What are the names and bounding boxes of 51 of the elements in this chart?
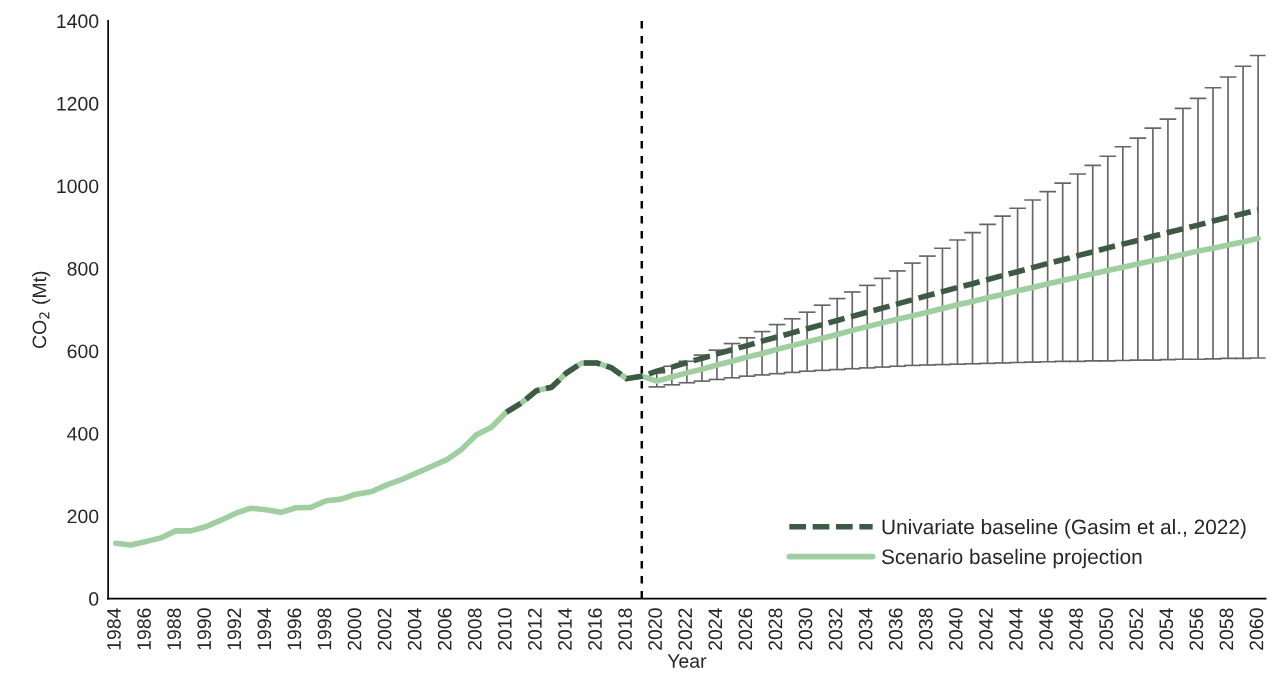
x-tick-label: 2028 — [768, 608, 783, 650]
x-tick-label: 2058 — [1219, 608, 1234, 650]
x-tick-label: 2032 — [828, 608, 843, 650]
x-tick-label: 2036 — [888, 608, 903, 650]
x-tick-label: 1992 — [227, 608, 242, 650]
x-tick-label: 2050 — [1099, 608, 1114, 650]
legend-label: Univariate baseline (Gasim et al., 2022) — [882, 519, 1246, 539]
x-tick-label: 1994 — [257, 608, 272, 650]
x-tick-label: 2048 — [1069, 608, 1083, 650]
y-tick-label: 0 — [89, 592, 99, 606]
x-tick-label: 2008 — [467, 608, 482, 650]
x-tick-label: 2046 — [1039, 608, 1053, 650]
x-tick-label: 2030 — [798, 608, 813, 650]
x-tick-label: 2022 — [678, 608, 693, 650]
x-tick-label: 2026 — [738, 608, 753, 650]
x-tick-label: 2002 — [377, 608, 392, 650]
x-tick-label: 2054 — [1159, 608, 1174, 650]
y-tick-label: 800 — [67, 261, 99, 276]
y-tick-label: 400 — [67, 426, 99, 441]
x-tick-label: 2040 — [948, 608, 963, 650]
x-tick-label: 2014 — [558, 608, 572, 650]
x-tick-label: 2056 — [1189, 608, 1204, 650]
x-tick-label: 2006 — [437, 608, 452, 650]
x-tick-label: 2038 — [918, 608, 933, 650]
x-tick-label: 1998 — [317, 608, 332, 650]
y-tick-label: 200 — [67, 509, 99, 524]
x-tick-label: 2018 — [618, 608, 632, 650]
x-tick-label: 2060 — [1249, 608, 1264, 650]
x-tick-label: 2004 — [407, 608, 422, 650]
x-tick-label: 1990 — [197, 608, 212, 650]
x-tick-label: 1988 — [167, 608, 181, 650]
y-tick-label: 1000 — [57, 179, 99, 194]
x-tick-label: 1984 — [107, 608, 121, 650]
x-tick-label: 1996 — [287, 608, 302, 650]
y-tick-label: 1200 — [57, 96, 99, 111]
x-tick-label: 2012 — [528, 608, 542, 650]
x-tick-label: 2020 — [648, 608, 663, 650]
x-tick-label: 2016 — [588, 608, 602, 650]
y-axis-title: CO$_{2}$ (Mt) — [32, 271, 51, 349]
x-axis-title: Year — [667, 654, 707, 668]
x-tick-label: 2052 — [1129, 608, 1144, 650]
x-tick-label: 2010 — [497, 608, 512, 650]
x-tick-label: 1986 — [137, 608, 151, 650]
x-tick-label: 2044 — [1009, 608, 1023, 650]
y-tick-label: 600 — [67, 344, 99, 359]
x-tick-label: 2000 — [347, 608, 362, 650]
x-tick-label: 2024 — [708, 608, 723, 650]
x-tick-label: 2034 — [858, 608, 873, 650]
legend-label: Scenario baseline projection — [881, 548, 1142, 569]
x-tick-label: 2042 — [978, 608, 993, 650]
y-tick-label: 1400 — [57, 14, 99, 29]
